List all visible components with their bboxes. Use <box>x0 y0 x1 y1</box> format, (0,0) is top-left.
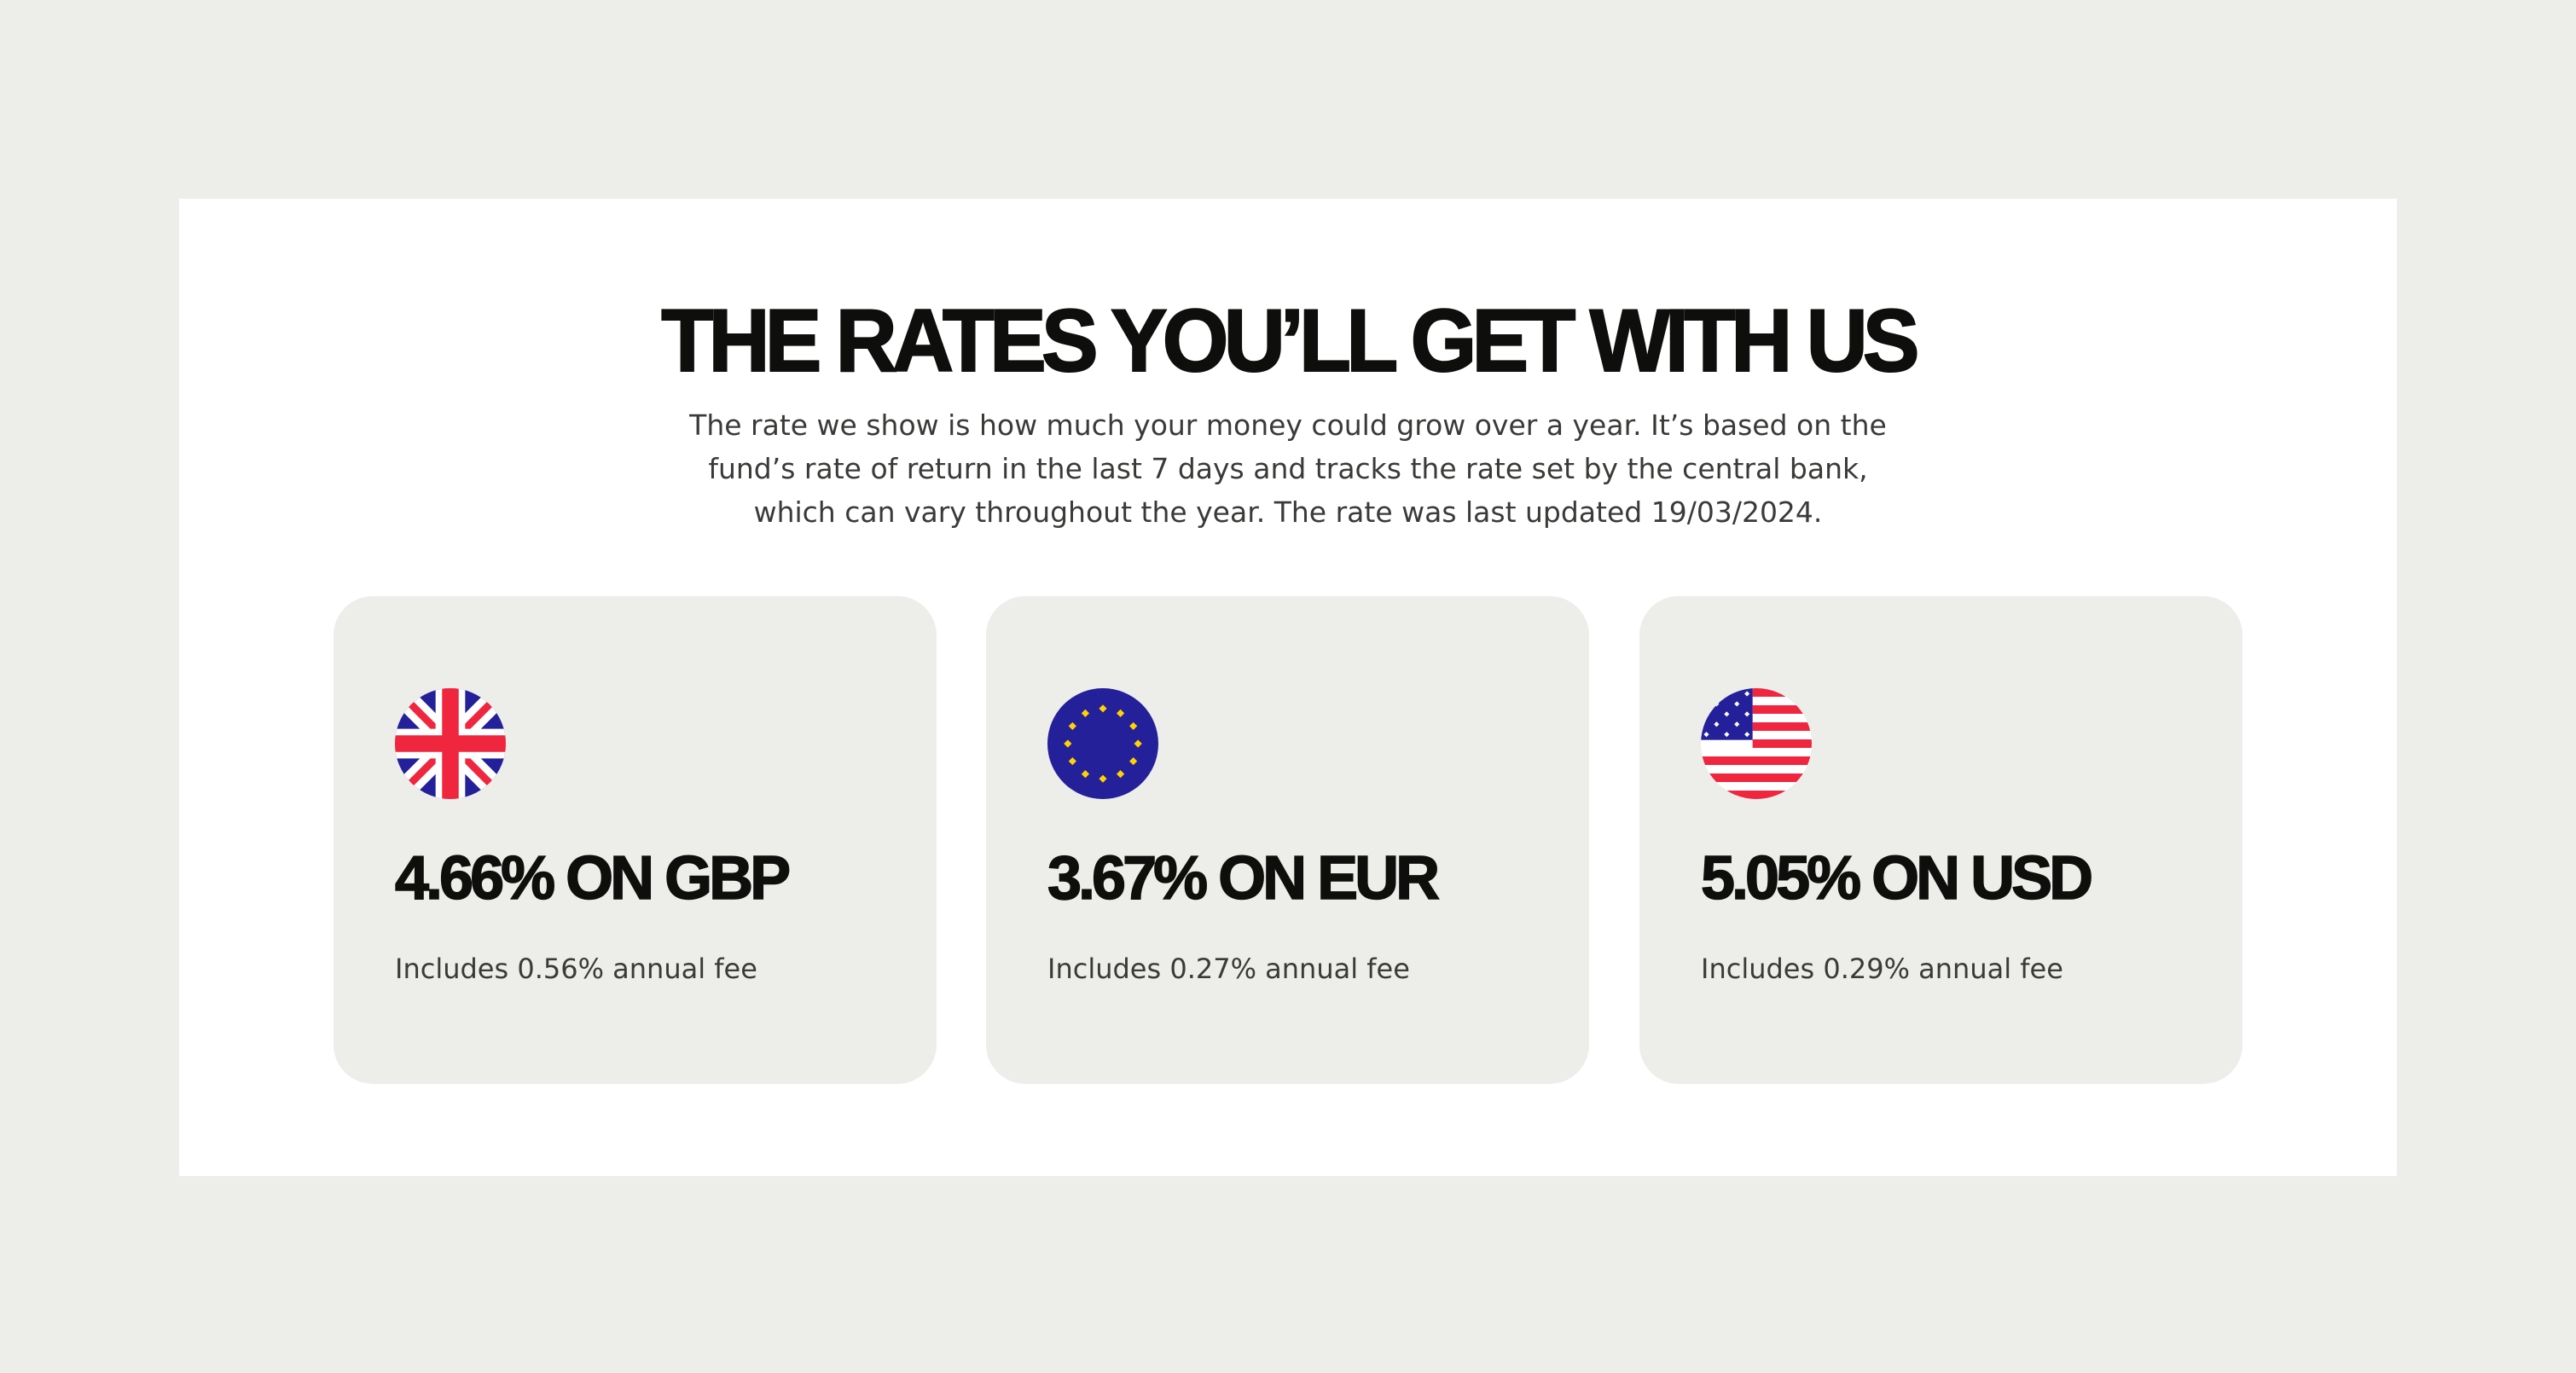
eu-flag-icon <box>1047 688 1158 799</box>
description-line: fund’s rate of return in the last 7 days… <box>708 452 1868 485</box>
fee-note: Includes 0.27% annual fee <box>1047 953 1410 985</box>
us-stripe <box>1752 739 1812 748</box>
rates-description: The rate we show is how much your money … <box>648 403 1928 534</box>
us-star <box>1703 711 1709 717</box>
page-title: THE RATES YOU’LL GET WITH US <box>660 291 1920 391</box>
rate-card-gbp: 4.66% ON GBP Includes 0.56% annual fee <box>334 596 937 1084</box>
us-stripe <box>1752 705 1812 714</box>
rate-card-usd: 5.05% ON USD Includes 0.29% annual fee <box>1639 596 2242 1084</box>
us-star <box>1703 691 1709 697</box>
rate-value: 4.66% ON GBP <box>394 843 792 913</box>
fee-note: Includes 0.29% annual fee <box>1701 953 2063 985</box>
us-stripe <box>1752 688 1812 697</box>
description-line: The rate we show is how much your money … <box>689 408 1887 442</box>
us-flag-icon <box>1701 688 1812 799</box>
us-stripe <box>1701 756 1812 765</box>
fee-note: Includes 0.56% annual fee <box>395 953 757 985</box>
description-line: which can vary throughout the year. The … <box>753 495 1823 529</box>
us-star <box>1724 691 1730 697</box>
rate-value: 5.05% ON USD <box>1700 843 2094 913</box>
us-stripe <box>1701 773 1812 782</box>
us-star <box>1714 721 1720 727</box>
us-stripe <box>1701 791 1812 799</box>
rate-value: 3.67% ON EUR <box>1047 843 1441 913</box>
us-stripe <box>1752 722 1812 731</box>
rate-card-eur: 3.67% ON EUR Includes 0.27% annual fee <box>986 596 1589 1084</box>
us-star <box>1744 691 1750 697</box>
uk-flag-icon <box>395 688 506 799</box>
